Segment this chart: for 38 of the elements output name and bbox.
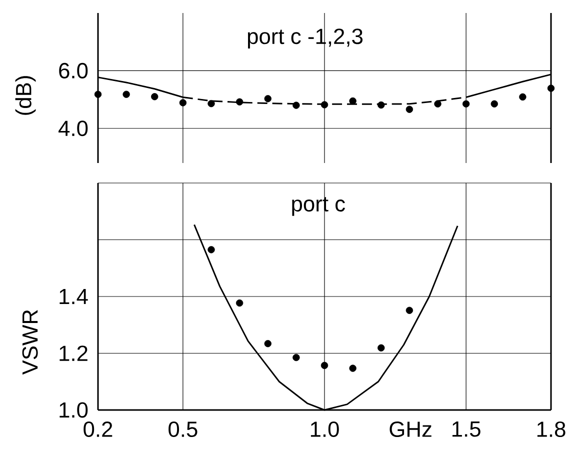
point (547, 84, 555, 92)
point (349, 364, 356, 372)
point (320, 362, 328, 370)
point (462, 100, 470, 108)
x-tick-label: 0.2 (84, 421, 112, 438)
point (434, 100, 442, 108)
x-tick-label: 1.0 (310, 421, 339, 438)
point (349, 97, 356, 105)
point (264, 95, 272, 102)
point (236, 98, 244, 106)
point (378, 344, 385, 352)
x-tick-label: 0.5 (168, 421, 198, 438)
point (264, 340, 272, 348)
x-tick-label: 1.8 (537, 421, 566, 438)
x-axis-title: GHz (390, 421, 432, 438)
point (208, 100, 215, 108)
point (208, 246, 215, 254)
point (292, 354, 300, 362)
y-axis-title: (dB) (15, 76, 36, 115)
point (94, 90, 102, 98)
point (292, 102, 300, 109)
point (519, 93, 526, 101)
x-tick-label: 1.5 (452, 422, 480, 437)
point (122, 90, 130, 98)
y-tick-label: 1.2 (60, 346, 88, 361)
y-tick-label: 6.0 (59, 62, 88, 78)
y-tick-label: 1.0 (60, 402, 88, 418)
point (179, 99, 187, 106)
point (378, 101, 385, 109)
point (320, 101, 328, 108)
point (151, 93, 158, 100)
point (406, 106, 414, 113)
y-tick-label: 1.4 (60, 288, 88, 304)
point (490, 100, 498, 108)
y-axis-title: VSWR (22, 310, 38, 375)
y-tick-label: 4.0 (58, 120, 88, 136)
point (406, 306, 414, 314)
point (236, 299, 244, 307)
